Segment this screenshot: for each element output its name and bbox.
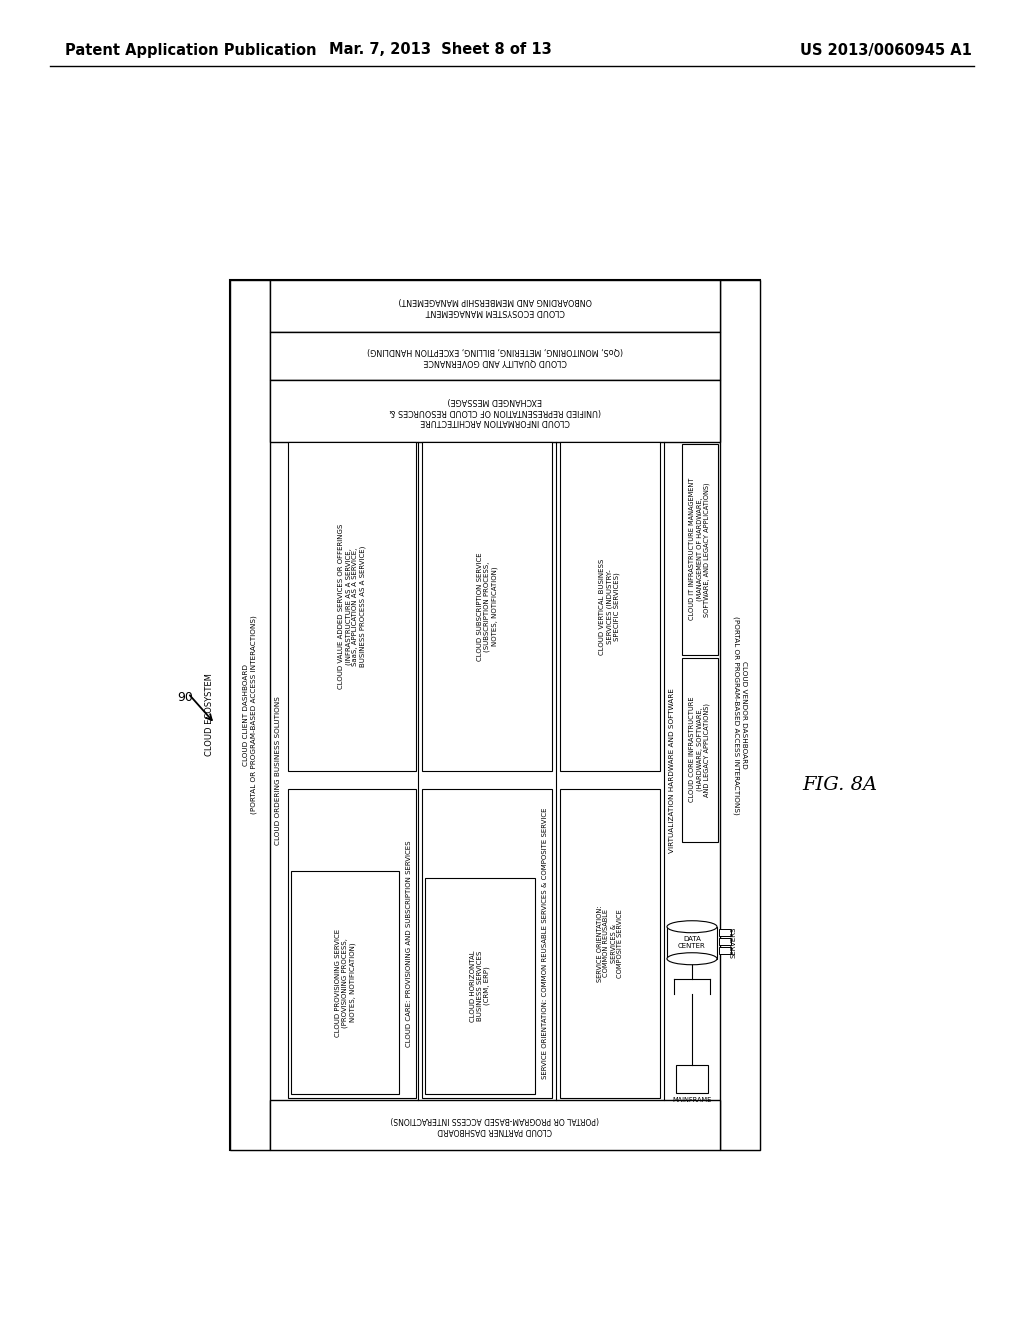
Text: CLOUD SUBSCRIPTION SERVICE
(SUBSCRIPTION PROCESS,
NOTES, NOTIFICATION): CLOUD SUBSCRIPTION SERVICE (SUBSCRIPTION… (476, 552, 498, 661)
Text: DATA
CENTER: DATA CENTER (678, 936, 706, 949)
Bar (422, 442, 552, 771)
Bar (230, 280, 270, 1150)
Text: CLOUD VALUE ADDED SERVICES OR OFFERINGS
(INFRASTRUCTURE AS A SERVICE,
SaaS, APPL: CLOUD VALUE ADDED SERVICES OR OFFERINGS … (338, 524, 366, 689)
Text: 90: 90 (177, 692, 193, 704)
Bar (288, 442, 416, 771)
Text: CLOUD ECOSYSTEM MANAGEMENT
ONBOARDING AND MEMBERSHIP MANAGEMENT): CLOUD ECOSYSTEM MANAGEMENT ONBOARDING AN… (398, 296, 592, 315)
Text: CLOUD CORE INFRASTRUCTURE
(HARDWARE, SOFTWARE,
AND LEGACY APPLICATIONS): CLOUD CORE INFRASTRUCTURE (HARDWARE, SOF… (689, 697, 711, 803)
Text: VIRTUALIZATION HARDWARE AND SOFTWARE: VIRTUALIZATION HARDWARE AND SOFTWARE (669, 689, 675, 854)
Text: SERVICE ORIENTATION:
COMMON REUSABLE
SERVICES &
COMPOSITE SERVICE: SERVICE ORIENTATION: COMMON REUSABLE SER… (597, 906, 624, 982)
Text: CLOUD QUALITY AND GOVERNANCE
(QoS, MONITORING, METERING, BILLING, EXCEPTION HAND: CLOUD QUALITY AND GOVERNANCE (QoS, MONIT… (367, 346, 623, 366)
Bar (667, 927, 717, 958)
Text: US 2013/0060945 A1: US 2013/0060945 A1 (800, 42, 972, 58)
Bar (422, 789, 552, 1098)
Bar (682, 657, 718, 842)
Bar (425, 878, 535, 1094)
Bar (719, 937, 731, 945)
Text: CLOUD PARTNER DASHBOARD
(PORTAL OR PROGRAM-BASED ACCESS INTERACTIONS): CLOUD PARTNER DASHBOARD (PORTAL OR PROGR… (391, 1115, 599, 1135)
Bar (719, 929, 731, 936)
Bar (682, 444, 718, 655)
Text: CLOUD IT INFRASTRUCTURE MANAGEMENT
(MANAGEMENT OF HARDWARE,
SOFTWARE, AND LEGACY: CLOUD IT INFRASTRUCTURE MANAGEMENT (MANA… (689, 478, 711, 620)
Text: CLOUD PROVISIONING SERVICE
(PROVISIONING PROCESS,
NOTES, NOTIFICATION): CLOUD PROVISIONING SERVICE (PROVISIONING… (335, 928, 355, 1036)
Bar (720, 280, 760, 1150)
Text: SERVERS: SERVERS (730, 927, 736, 958)
Bar (270, 280, 720, 333)
Ellipse shape (667, 953, 717, 965)
Text: CLOUD VERTICAL BUSINESS
SERVICES (INDUSTRY-
SPECIFIC SERVICES): CLOUD VERTICAL BUSINESS SERVICES (INDUST… (599, 558, 621, 655)
Text: CLOUD CLIENT DASHBOARD
(PORTAL OR PROGRAM-BASED ACCESS INTERACTIONS): CLOUD CLIENT DASHBOARD (PORTAL OR PROGRA… (244, 615, 257, 814)
Bar (270, 1100, 720, 1150)
Bar (676, 1065, 708, 1093)
Bar (288, 789, 416, 1098)
Text: CLOUD CARE: PROVISIONING AND SUBSCRIPTION SERVICES: CLOUD CARE: PROVISIONING AND SUBSCRIPTIO… (406, 840, 412, 1047)
Bar (719, 946, 731, 954)
Bar (291, 871, 399, 1094)
Text: Patent Application Publication: Patent Application Publication (65, 42, 316, 58)
Text: CLOUD ECOSYSTEM: CLOUD ECOSYSTEM (206, 673, 214, 756)
Bar (270, 333, 720, 380)
Text: MAINFRAME: MAINFRAME (673, 1097, 712, 1104)
Text: CLOUD VENDOR DASHBOARD
(PORTAL OR PROGRAM-BASED ACCESS INTERACTIONS): CLOUD VENDOR DASHBOARD (PORTAL OR PROGRA… (733, 615, 746, 814)
Bar (560, 442, 660, 771)
Text: CLOUD HORIZONTAL
BUSINESS SERVICES
(CRM, ERP): CLOUD HORIZONTAL BUSINESS SERVICES (CRM,… (470, 950, 490, 1022)
Bar (560, 789, 660, 1098)
Bar (270, 380, 720, 442)
Text: SERVICE ORIENTATION: COMMON REUSABLE SERVICES & COMPOSITE SERVICE: SERVICE ORIENTATION: COMMON REUSABLE SER… (542, 808, 548, 1080)
Bar (230, 280, 760, 1150)
Text: CLOUD INFORMATION ARCHITECTURE
(UNIFIED REPRESENTATION OF CLOUD RESOURCES &
EXCH: CLOUD INFORMATION ARCHITECTURE (UNIFIED … (389, 396, 601, 426)
Ellipse shape (667, 921, 717, 933)
Text: Mar. 7, 2013  Sheet 8 of 13: Mar. 7, 2013 Sheet 8 of 13 (329, 42, 551, 58)
Text: CLOUD ORDERING BUSINESS SOLUTIONS: CLOUD ORDERING BUSINESS SOLUTIONS (275, 697, 281, 845)
Text: FIG. 8A: FIG. 8A (803, 776, 878, 793)
